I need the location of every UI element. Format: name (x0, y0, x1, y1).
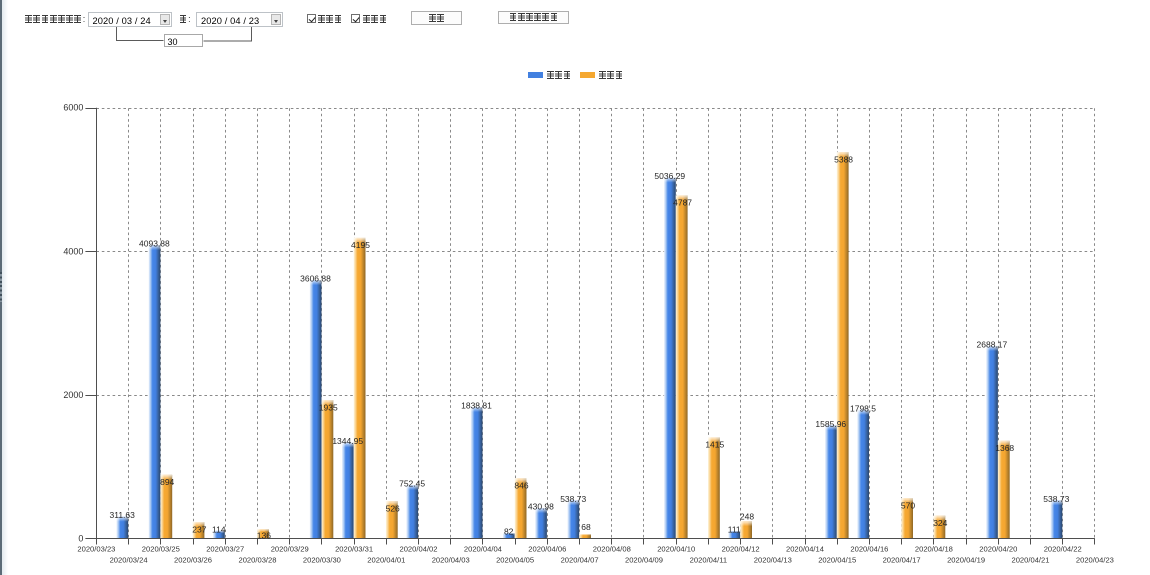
svg-text:324: 324 (933, 518, 947, 528)
svg-text:2020/04/03: 2020/04/03 (432, 556, 470, 565)
svg-text:1368: 1368 (995, 443, 1014, 453)
svg-text:2020/03/23: 2020/03/23 (77, 545, 115, 554)
svg-text:2020/04/15: 2020/04/15 (818, 556, 856, 565)
svg-text:3606.88: 3606.88 (300, 274, 331, 284)
svg-text:538.73: 538.73 (1043, 494, 1069, 504)
svg-text:1838.81: 1838.81 (461, 401, 492, 411)
svg-text:5036.29: 5036.29 (654, 171, 685, 181)
svg-text:2020/04/22: 2020/04/22 (1044, 545, 1082, 554)
svg-text:2020/04/04: 2020/04/04 (464, 545, 502, 554)
svg-text:2020/04/01: 2020/04/01 (367, 556, 405, 565)
svg-text:2020/04/02: 2020/04/02 (399, 545, 437, 554)
svg-text:4000: 4000 (63, 246, 83, 256)
svg-text:2020/03/26: 2020/03/26 (174, 556, 212, 565)
svg-text:6000: 6000 (63, 103, 83, 113)
svg-text:894: 894 (160, 477, 174, 487)
svg-text:2020/03/28: 2020/03/28 (238, 556, 276, 565)
svg-text:4195: 4195 (351, 240, 370, 250)
svg-text:4787: 4787 (673, 198, 692, 208)
svg-text:430.98: 430.98 (528, 502, 554, 512)
svg-text:68: 68 (581, 522, 591, 532)
svg-text:2020/04/14: 2020/04/14 (786, 545, 824, 554)
svg-text:2020/04/05: 2020/04/05 (496, 556, 534, 565)
svg-text:2020/03/24: 2020/03/24 (110, 556, 148, 565)
svg-text:2020/03/25: 2020/03/25 (142, 545, 180, 554)
svg-text:1935: 1935 (319, 402, 338, 412)
svg-text:237: 237 (192, 524, 206, 534)
svg-text:1585.96: 1585.96 (815, 419, 846, 429)
svg-text:2020/04/12: 2020/04/12 (722, 545, 760, 554)
svg-text:2020/04/19: 2020/04/19 (947, 556, 985, 565)
svg-text:248: 248 (740, 511, 754, 521)
svg-text:114: 114 (212, 524, 226, 534)
svg-text:2020/04/23: 2020/04/23 (1076, 556, 1114, 565)
svg-text:2020/04/10: 2020/04/10 (657, 545, 695, 554)
svg-text:1798.5: 1798.5 (850, 403, 876, 413)
svg-text:1415: 1415 (705, 440, 724, 450)
svg-text:526: 526 (386, 503, 400, 513)
svg-text:2000: 2000 (63, 390, 83, 400)
svg-text:2020/03/30: 2020/03/30 (303, 556, 341, 565)
svg-text:2020/04/11: 2020/04/11 (690, 556, 727, 565)
svg-text:5388: 5388 (834, 154, 853, 164)
svg-text:2020/04/17: 2020/04/17 (883, 556, 921, 565)
svg-text:1344.95: 1344.95 (332, 436, 363, 446)
svg-text:2020/04/09: 2020/04/09 (625, 556, 663, 565)
svg-text:311.63: 311.63 (110, 510, 136, 520)
svg-text:4093.88: 4093.88 (139, 239, 170, 249)
svg-text:2020/04/16: 2020/04/16 (850, 545, 888, 554)
svg-text:111: 111 (728, 525, 741, 535)
svg-text:2020/03/29: 2020/03/29 (271, 545, 309, 554)
svg-text:2020/03/31: 2020/03/31 (335, 545, 373, 554)
svg-text:0: 0 (78, 533, 83, 543)
svg-text:82: 82 (504, 527, 514, 537)
svg-text:2020/04/21: 2020/04/21 (1011, 556, 1049, 565)
svg-text:136: 136 (257, 530, 271, 540)
svg-text:2688.17: 2688.17 (977, 340, 1008, 350)
svg-text:846: 846 (514, 481, 528, 491)
svg-text:2020/04/06: 2020/04/06 (528, 545, 566, 554)
svg-text:2020/04/08: 2020/04/08 (593, 545, 631, 554)
svg-text:2020/04/20: 2020/04/20 (979, 545, 1017, 554)
svg-text:538.73: 538.73 (560, 494, 586, 504)
svg-text:2020/04/13: 2020/04/13 (754, 556, 792, 565)
svg-text:570: 570 (901, 500, 915, 510)
svg-text:2020/04/18: 2020/04/18 (915, 545, 953, 554)
svg-text:2020/03/27: 2020/03/27 (206, 545, 244, 554)
svg-text:2020/04/07: 2020/04/07 (561, 556, 599, 565)
svg-text:752.45: 752.45 (399, 479, 425, 489)
